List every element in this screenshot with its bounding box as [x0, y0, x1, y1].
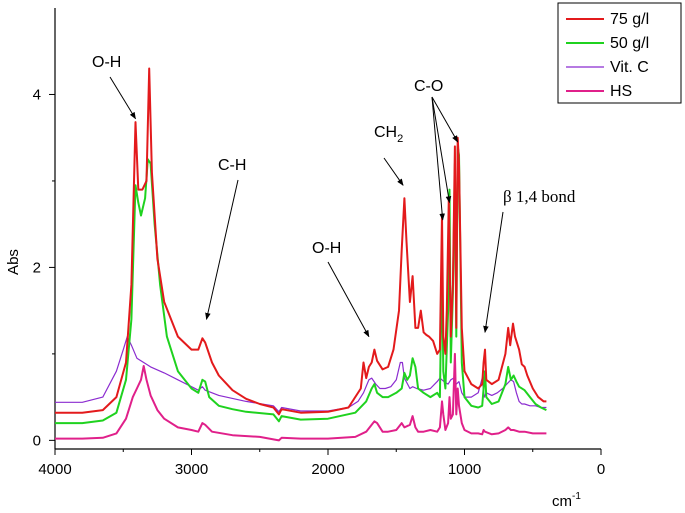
- annotation-arrows: [109, 76, 504, 338]
- legend-label: 75 g/l: [610, 11, 649, 28]
- series-line-75-g-l: [55, 67, 547, 416]
- legend-label: Vit. C: [610, 59, 649, 76]
- legend: 75 g/l 50 g/l Vit. C HS: [557, 2, 682, 104]
- annotation-arrow-ch: [205, 179, 239, 320]
- y-tick-label: 0: [33, 432, 41, 449]
- y-tick-label: 4: [33, 86, 41, 103]
- x-axis-label-main: cm: [552, 493, 572, 510]
- annotation-arrow-beta: [483, 211, 504, 333]
- y-tick-label: 2: [33, 259, 41, 276]
- annotation-ch2-subscript: 2: [397, 133, 403, 145]
- annotation-arrow-co: [431, 96, 445, 221]
- x-tick-label: 2000: [311, 461, 344, 478]
- annotation-arrow-oh1: [109, 76, 136, 120]
- x-tick-label: 0: [597, 461, 605, 478]
- annotations: O-H C-H O-H CH2 C-O β 1,4 bond: [92, 54, 576, 257]
- annotation-arrow-oh2: [327, 261, 370, 338]
- plot-lines: [55, 67, 547, 442]
- y-axis-label: Abs: [5, 249, 22, 275]
- annotation-oh-1: O-H: [92, 54, 121, 71]
- legend-label: 50 g/l: [610, 35, 649, 52]
- x-axis-label: cm-1: [552, 491, 581, 510]
- axes: 4000 3000 2000 1000 0 0 2 4 Abs cm-1: [5, 8, 605, 510]
- series-line-hs: [55, 352, 547, 442]
- annotation-ch: C-H: [218, 157, 246, 174]
- annotation-oh-2: O-H: [312, 240, 341, 257]
- legend-box: [557, 2, 682, 104]
- x-tick-label: 1000: [448, 461, 481, 478]
- x-tick-label: 3000: [175, 461, 208, 478]
- annotation-arrow-co: [431, 96, 452, 204]
- series-line-vit-c: [55, 336, 547, 413]
- annotation-co: C-O: [414, 78, 443, 95]
- annotation-ch2: CH2: [374, 124, 403, 145]
- legend-label: HS: [610, 83, 632, 100]
- x-tick-label: 4000: [38, 461, 71, 478]
- annotation-beta-bond: β 1,4 bond: [503, 187, 576, 206]
- x-axis-label-superscript: -1: [572, 491, 581, 502]
- series-line-50-g-l: [55, 145, 547, 425]
- annotation-ch2-main: CH: [374, 124, 397, 141]
- annotation-arrow-co: [431, 96, 459, 143]
- annotation-arrow-ch2: [383, 157, 404, 186]
